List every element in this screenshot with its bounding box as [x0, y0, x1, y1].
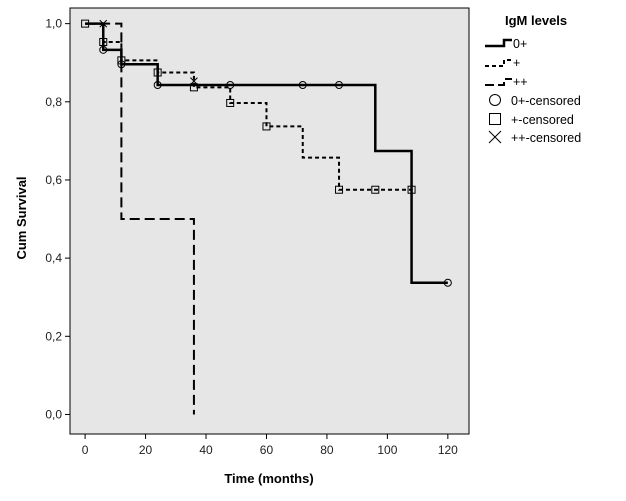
series-line-1	[85, 22, 412, 191]
legend-square-marker-icon	[489, 113, 501, 125]
legend-entry-2: ++	[513, 75, 528, 89]
censor-marker-x	[190, 77, 198, 85]
censor-marker-square	[407, 185, 416, 194]
legend-circle-marker-icon	[489, 94, 501, 106]
censor-marker-circle	[335, 80, 344, 89]
censor-marker-square	[117, 56, 126, 65]
series-line-2	[85, 22, 195, 415]
plot-area	[69, 7, 470, 435]
censor-marker-square	[371, 185, 380, 194]
legend-line-dashed	[485, 78, 512, 86]
y-tick-label: 0,8	[45, 95, 62, 109]
censor-marker-square	[153, 68, 162, 77]
censor-marker-square	[189, 83, 198, 92]
legend-entry-4: +-censored	[511, 113, 574, 127]
y-tick-label: 0,6	[45, 173, 62, 187]
censor-marker-circle	[443, 278, 452, 287]
x-tick-label: 0	[82, 443, 89, 457]
legend-entry-3: 0+-censored	[511, 94, 581, 108]
y-tick-label: 0,2	[45, 329, 62, 343]
censor-marker-circle	[153, 80, 162, 89]
x-tick-label: 80	[320, 443, 334, 457]
legend-entry-5: ++-censored	[511, 131, 581, 145]
axes: 0 20 40 60 80 100 120 0,0 0,2 0,4 0,6 0,8 1,0	[45, 17, 458, 457]
censor-marker-circle	[226, 80, 235, 89]
y-tick-label: 0,4	[45, 251, 62, 265]
legend-entry-0: 0+	[513, 37, 527, 51]
censor-marker-circle	[99, 45, 108, 54]
legend-title: IgM levels	[505, 13, 567, 28]
censor-marker-x	[99, 19, 108, 28]
censor-marker-square	[226, 98, 235, 107]
legend-entry-1: +	[513, 56, 520, 70]
censor-marker-square	[262, 122, 271, 131]
y-axis-title: Cum Survival	[14, 176, 29, 259]
x-tick-label: 120	[438, 443, 458, 457]
legend-x-marker-icon	[488, 130, 502, 144]
x-axis-title: Time (months)	[224, 471, 313, 486]
legend: IgM levels 0+ + ++ 0+-censored +-censore…	[485, 13, 581, 145]
censor-marker-square	[81, 19, 90, 28]
legend-line-solid	[485, 38, 512, 48]
censor-marker-square	[99, 38, 108, 47]
x-tick-label: 20	[139, 443, 153, 457]
x-tick-label: 40	[199, 443, 213, 457]
censor-marker-square	[335, 185, 344, 194]
y-tick-label: 1,0	[45, 17, 62, 31]
series-group	[81, 19, 452, 415]
y-tick-label: 0,0	[45, 407, 62, 421]
censor-marker-circle	[298, 80, 307, 89]
legend-line-dotted	[485, 59, 512, 67]
x-tick-label: 60	[260, 443, 274, 457]
x-tick-label: 100	[377, 443, 397, 457]
